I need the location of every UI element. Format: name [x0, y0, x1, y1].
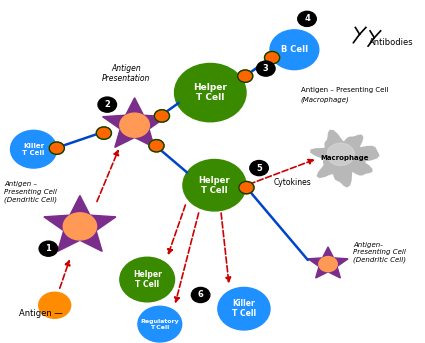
Circle shape — [11, 130, 57, 168]
Text: Antigen
Presentation: Antigen Presentation — [102, 64, 150, 83]
Circle shape — [218, 287, 270, 330]
Circle shape — [270, 30, 319, 70]
Text: 1: 1 — [45, 244, 51, 253]
Circle shape — [96, 127, 111, 139]
Text: Antigen –
Presenting Cell
(Dendritic Cell): Antigen – Presenting Cell (Dendritic Cel… — [4, 181, 57, 203]
Text: 6: 6 — [198, 291, 204, 299]
Circle shape — [327, 143, 354, 166]
Circle shape — [238, 70, 253, 82]
Circle shape — [39, 241, 58, 256]
Circle shape — [257, 61, 275, 76]
Circle shape — [120, 113, 149, 137]
Circle shape — [183, 159, 246, 211]
Circle shape — [250, 161, 268, 176]
Polygon shape — [311, 130, 379, 187]
Text: Antigen —: Antigen — — [19, 309, 62, 318]
Text: 3: 3 — [263, 64, 269, 73]
Circle shape — [138, 306, 181, 342]
Text: Antigen – Presenting Cell: Antigen – Presenting Cell — [301, 87, 388, 93]
Circle shape — [98, 97, 116, 112]
Text: Antibodies: Antibodies — [369, 38, 414, 47]
Text: Helper
T Cell: Helper T Cell — [198, 176, 230, 195]
Text: 4: 4 — [304, 14, 310, 23]
Text: B Cell: B Cell — [281, 45, 308, 54]
Text: Cytokines: Cytokines — [273, 178, 311, 187]
Text: Regulatory
T Cell: Regulatory T Cell — [140, 319, 179, 330]
Circle shape — [49, 142, 64, 154]
Circle shape — [149, 140, 164, 152]
Circle shape — [319, 257, 337, 272]
Circle shape — [264, 51, 280, 64]
Polygon shape — [102, 98, 167, 147]
Polygon shape — [308, 247, 348, 278]
Text: Helper
T Cell: Helper T Cell — [133, 270, 162, 289]
Text: Killer
T Cell: Killer T Cell — [232, 299, 256, 318]
Circle shape — [154, 110, 170, 122]
Circle shape — [239, 181, 254, 194]
Polygon shape — [44, 196, 116, 251]
Text: Killer
T Cell: Killer T Cell — [23, 143, 45, 156]
Circle shape — [63, 213, 96, 240]
Text: Antigen-
Presenting Cell
(Dendritic Cell): Antigen- Presenting Cell (Dendritic Cell… — [353, 242, 406, 262]
Circle shape — [191, 287, 210, 303]
Text: Helper
T Cell: Helper T Cell — [193, 83, 227, 102]
Circle shape — [120, 257, 175, 302]
Text: 5: 5 — [256, 164, 262, 173]
Circle shape — [39, 292, 71, 318]
Text: Macrophage: Macrophage — [320, 155, 369, 161]
Circle shape — [175, 63, 246, 122]
Text: (Macrophage): (Macrophage) — [301, 96, 349, 103]
Circle shape — [298, 11, 316, 26]
Text: 2: 2 — [104, 100, 110, 109]
